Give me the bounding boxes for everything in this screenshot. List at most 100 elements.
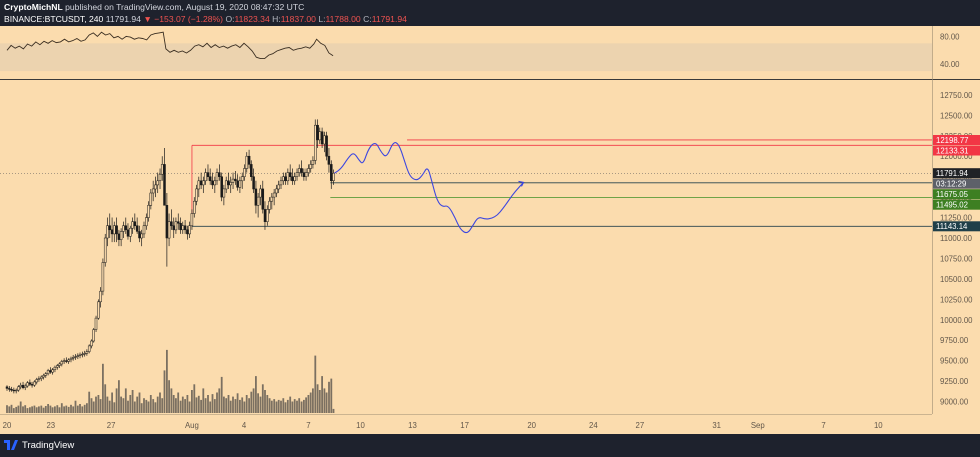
candle bbox=[293, 172, 296, 185]
volume-bar bbox=[234, 399, 237, 413]
candle-body bbox=[10, 389, 13, 391]
candle bbox=[106, 217, 109, 247]
volume-bar bbox=[218, 388, 221, 413]
volume-bar bbox=[35, 407, 38, 413]
candle bbox=[147, 201, 150, 222]
volume-bar bbox=[102, 363, 104, 413]
symbol-label: BINANCE:BTCUSDT, 240 bbox=[4, 14, 104, 24]
candle bbox=[78, 352, 82, 359]
candle-body bbox=[238, 180, 242, 188]
volume-bar bbox=[81, 406, 84, 413]
candle bbox=[140, 229, 143, 247]
candle bbox=[188, 221, 191, 239]
time-tick-label: 23 bbox=[46, 421, 55, 430]
candle bbox=[229, 176, 232, 194]
price-label-green[interactable]: 11675.05 bbox=[933, 189, 980, 200]
candle bbox=[67, 358, 70, 364]
ohlc-line: BINANCE:BTCUSDT, 240 11791.94 ▼ −153.07 … bbox=[4, 13, 407, 25]
last-price: 11791.94 bbox=[105, 14, 141, 24]
candle bbox=[272, 188, 276, 206]
candle bbox=[19, 382, 22, 390]
candle bbox=[12, 387, 16, 394]
candle bbox=[74, 354, 77, 360]
chart-background bbox=[0, 26, 980, 434]
price-label-dark[interactable]: 11143.14 bbox=[933, 221, 980, 232]
candle bbox=[236, 174, 239, 191]
candle bbox=[158, 168, 162, 189]
volume-bar bbox=[17, 405, 20, 413]
low-label: L: bbox=[318, 14, 326, 24]
rsi-tick-label: 40.00 bbox=[940, 60, 960, 69]
candle bbox=[81, 351, 84, 358]
candle bbox=[174, 217, 178, 234]
candle bbox=[231, 172, 235, 189]
volume-bar bbox=[239, 399, 241, 413]
volume-bar bbox=[188, 401, 191, 413]
candle-body bbox=[172, 225, 175, 231]
candle bbox=[60, 359, 64, 367]
price-label-text: 12133.31 bbox=[936, 146, 969, 155]
candle bbox=[193, 197, 196, 218]
time-tick-label: 10 bbox=[874, 421, 883, 430]
candle bbox=[270, 193, 274, 210]
candle-body bbox=[327, 155, 331, 165]
candle bbox=[30, 381, 34, 388]
candle-body bbox=[309, 164, 312, 169]
candle-body bbox=[297, 168, 301, 173]
candle-body bbox=[151, 188, 155, 194]
volume-bar bbox=[325, 392, 328, 413]
candle bbox=[160, 156, 164, 181]
candle-body bbox=[142, 225, 146, 235]
price-chart[interactable]: 12750.0012500.0012250.0012000.0011750.00… bbox=[0, 26, 980, 434]
candle-body bbox=[213, 180, 217, 186]
price-label-red[interactable]: 12198.77 bbox=[933, 135, 980, 145]
price-label-red[interactable]: 12133.31 bbox=[933, 145, 980, 156]
candle bbox=[307, 164, 310, 177]
candle-body bbox=[311, 160, 315, 165]
candle bbox=[65, 357, 68, 364]
candle-body bbox=[14, 389, 18, 392]
author-name[interactable]: CryptoMichNL bbox=[4, 2, 63, 12]
candle bbox=[183, 220, 187, 234]
candle-body bbox=[291, 176, 294, 182]
candle-body bbox=[154, 184, 157, 190]
candle-body bbox=[224, 180, 228, 190]
candle-body bbox=[124, 225, 128, 231]
candle bbox=[202, 176, 205, 194]
open-label: O: bbox=[225, 14, 235, 24]
price-label-gray[interactable]: 03:12:29 bbox=[933, 178, 980, 189]
time-tick-label: 20 bbox=[527, 421, 536, 430]
volume-bar bbox=[33, 405, 36, 413]
candle-body bbox=[110, 229, 114, 235]
candle bbox=[213, 176, 217, 194]
volume-bar bbox=[220, 376, 223, 413]
volume-bar bbox=[163, 370, 166, 413]
candle-body bbox=[5, 386, 9, 389]
candle-body bbox=[97, 301, 100, 319]
price-label-box bbox=[933, 199, 980, 210]
volume-bar bbox=[138, 392, 141, 413]
candle bbox=[218, 164, 221, 181]
candle bbox=[327, 148, 331, 173]
candle-body bbox=[44, 373, 48, 376]
candle-body bbox=[129, 227, 132, 237]
candle-body bbox=[314, 124, 317, 161]
candle bbox=[234, 170, 237, 185]
price-label-green[interactable]: 11495.02 bbox=[933, 199, 980, 210]
candle bbox=[85, 349, 89, 356]
candle-body bbox=[90, 340, 93, 347]
candle-body bbox=[197, 180, 201, 190]
candle-body bbox=[23, 385, 27, 388]
price-label-black[interactable]: 11791.94 bbox=[933, 168, 980, 179]
tradingview-brand[interactable]: TradingView bbox=[22, 440, 75, 451]
time-tick-label: 24 bbox=[589, 421, 598, 430]
candle bbox=[167, 213, 171, 247]
time-tick-label: 13 bbox=[408, 421, 417, 430]
candle bbox=[119, 228, 123, 247]
volume-bar bbox=[29, 407, 31, 413]
candle bbox=[92, 327, 95, 343]
candle bbox=[8, 386, 11, 392]
candle-body bbox=[247, 155, 251, 165]
volume-bar bbox=[166, 349, 168, 413]
candle-body bbox=[325, 135, 328, 157]
